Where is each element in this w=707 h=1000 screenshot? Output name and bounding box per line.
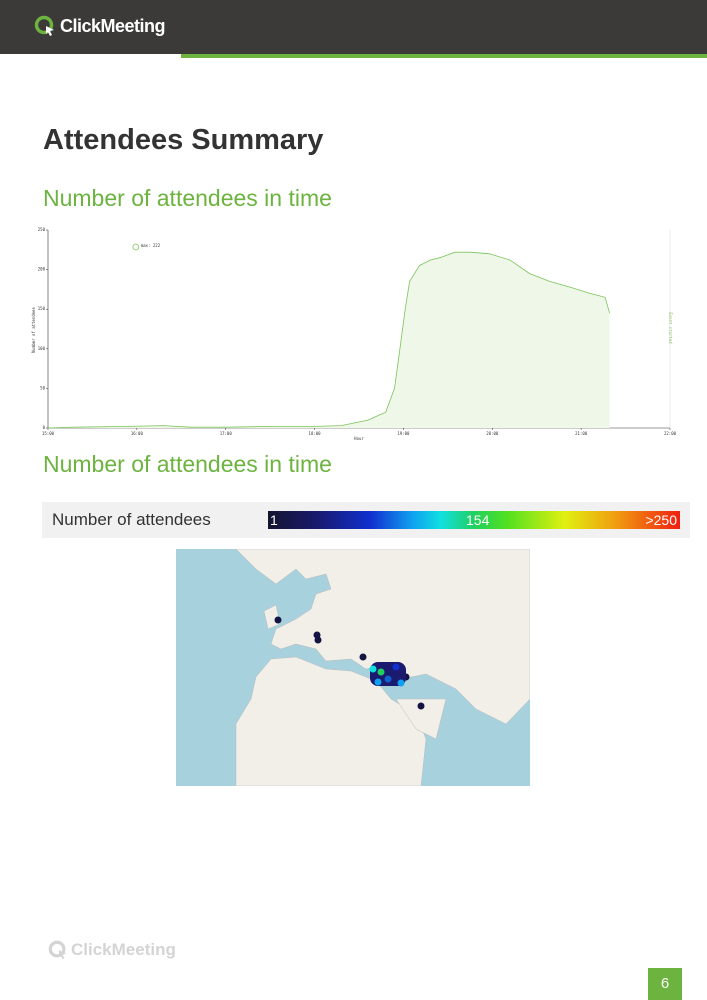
- legend-min: 1: [270, 512, 278, 528]
- legend-mid: 154: [466, 512, 490, 528]
- header-accent: [181, 54, 707, 58]
- legend-title: Number of attendees: [52, 510, 211, 529]
- map-drawing: [235, 549, 530, 786]
- y-tick-label: 100: [38, 346, 46, 351]
- area: [48, 252, 610, 428]
- footer-logo-text: ClickMeeting: [71, 940, 176, 959]
- y-tick-label: 250: [38, 227, 46, 232]
- map-dots: [274, 616, 425, 710]
- legend-marker: [132, 243, 140, 251]
- header: ClickMeeting: [0, 0, 707, 54]
- color-legend: Number of attendees 1 154 >250: [42, 502, 690, 538]
- x-tick-label: 18:00: [309, 431, 322, 436]
- legend-max: >250: [645, 512, 677, 528]
- x-tick-label: 20:00: [486, 431, 499, 436]
- y-tick-label: 0: [43, 425, 46, 430]
- annotation: Event started: [668, 312, 673, 344]
- legend-label: max: 222: [141, 243, 161, 248]
- x-tick-label: 16:00: [131, 431, 144, 436]
- x-tick-label: 22:00: [664, 431, 677, 436]
- color-bar: 1 154 >250: [268, 511, 680, 529]
- map: [176, 549, 530, 786]
- logo: ClickMeeting: [34, 15, 166, 37]
- logo-text: ClickMeeting: [60, 15, 166, 36]
- x-tick-label: 15:00: [42, 431, 55, 436]
- page-number: 6: [648, 968, 682, 1000]
- y-axis-label: Number of attendees: [31, 307, 36, 353]
- footer-logo: ClickMeeting: [48, 940, 176, 960]
- logo-icon: [34, 15, 54, 36]
- y-tick-label: 150: [38, 306, 46, 311]
- page-title: Attendees Summary: [43, 124, 324, 156]
- x-tick-label: 17:00: [220, 431, 233, 436]
- footer-logo-icon: [48, 940, 67, 960]
- y-tick-label: 50: [40, 385, 45, 390]
- x-tick-label: 21:00: [575, 431, 588, 436]
- y-tick-label: 200: [38, 267, 46, 272]
- line: [47, 251, 610, 429]
- section-heading: Number of attendees in time: [43, 451, 332, 477]
- x-axis-label: Hour: [354, 436, 364, 441]
- chart: Number of attendees Hour Event started 0…: [31, 227, 677, 441]
- x-tick-label: 19:00: [397, 431, 410, 436]
- section-heading: Number of attendees in time: [43, 185, 332, 211]
